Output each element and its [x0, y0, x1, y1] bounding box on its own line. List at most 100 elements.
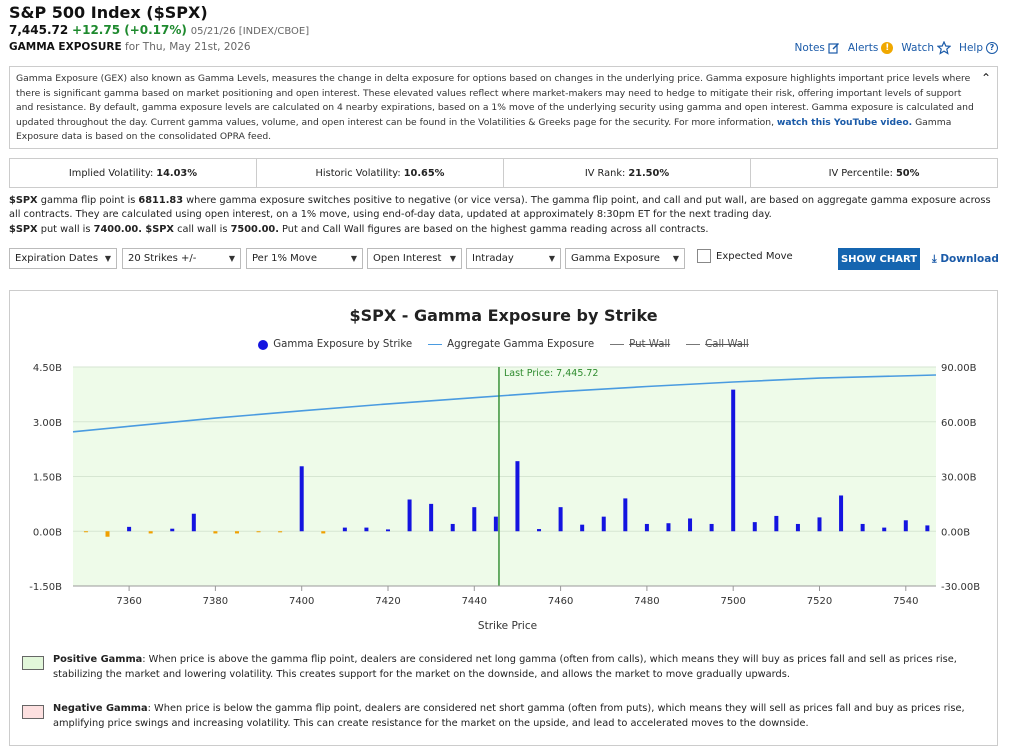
chart-legend: Gamma Exposure by Strike Aggregate Gamma… — [10, 339, 997, 350]
help-icon: ? — [986, 42, 998, 54]
expected-move-label: Expected Move — [716, 251, 793, 262]
gamma-bar — [170, 528, 175, 532]
stat-implied-volatility: Implied Volatility: 14.03% — [10, 159, 257, 187]
x-tick-label: 7400 — [289, 596, 314, 607]
x-axis-label: Strike Price — [478, 620, 537, 632]
x-tick-label: 7520 — [807, 596, 832, 607]
y-right-tick-label: -30.00B — [941, 582, 980, 593]
gamma-bar — [925, 525, 930, 532]
chevron-down-icon: ▼ — [449, 254, 456, 263]
y-right-tick-label: 0.00B — [941, 527, 970, 538]
chevron-down-icon: ▼ — [228, 254, 235, 263]
x-tick-label: 7500 — [720, 596, 745, 607]
interest-select[interactable]: Open Interest ▼ — [367, 248, 462, 269]
section-name: GAMMA EXPOSURE — [9, 41, 122, 53]
gamma-bar — [493, 516, 498, 532]
x-tick-label: 7480 — [634, 596, 659, 607]
edit-icon — [828, 43, 839, 54]
alerts-label: Alerts — [847, 42, 879, 54]
x-tick-label: 7440 — [462, 596, 487, 607]
period-select[interactable]: Intraday ▼ — [466, 248, 561, 269]
chevron-down-icon: ▼ — [350, 254, 357, 263]
legend-call-wall[interactable]: Call Wall — [686, 339, 749, 350]
last-price-label: Last Price: 7,445.72 — [504, 368, 599, 379]
stat-iv-percentile: IV Percentile: 50% — [828, 167, 920, 179]
gamma-bar — [407, 499, 412, 532]
gamma-bar — [558, 507, 563, 532]
gamma-bar — [601, 516, 606, 532]
strikes-select[interactable]: 20 Strikes +/- ▼ — [122, 248, 241, 269]
y-right-tick-label: 90.00B — [941, 363, 977, 374]
y-left-tick-label: 0.00B — [33, 527, 62, 538]
gamma-bar — [472, 507, 477, 532]
gamma-bar — [839, 495, 844, 532]
flip-point-paragraph: $SPX gamma flip point is 6811.83 where g… — [9, 195, 991, 221]
gamma-bar — [537, 529, 542, 532]
section-subtitle: GAMMA EXPOSURE for Thu, May 21st, 2026 — [9, 41, 251, 53]
gamma-bar — [752, 522, 757, 532]
metric-select[interactable]: Gamma Exposure ▼ — [565, 248, 685, 269]
x-tick-label: 7460 — [548, 596, 573, 607]
gamma-bar — [903, 520, 908, 532]
aggregate-gamma-line — [72, 374, 937, 433]
help-label: Help — [959, 42, 983, 54]
download-icon: ⤓ — [932, 253, 937, 265]
gamma-bar — [105, 531, 110, 537]
show-chart-button[interactable]: SHOW CHART — [838, 248, 920, 270]
gamma-bar — [234, 531, 239, 534]
youtube-link[interactable]: watch this YouTube video. — [776, 116, 913, 128]
gamma-bar — [515, 461, 520, 532]
star-icon — [937, 41, 952, 55]
gamma-bar — [127, 526, 132, 532]
x-tick-label: 7380 — [203, 596, 228, 607]
stat-historic-volatility: Historic Volatility: 10.65% — [257, 159, 504, 187]
gamma-bar — [299, 466, 304, 532]
gamma-bar — [148, 531, 153, 534]
move-select[interactable]: Per 1% Move ▼ — [246, 248, 363, 269]
chevron-up-icon[interactable]: ⌃ — [980, 71, 991, 85]
legend-aggregate[interactable]: Aggregate Gamma Exposure — [428, 339, 594, 350]
gamma-bar — [580, 524, 585, 532]
download-link[interactable]: ⤓ Download — [932, 253, 999, 265]
chevron-down-icon: ▼ — [548, 254, 555, 263]
y-left-tick-label: -1.50B — [29, 582, 62, 593]
positive-swatch — [22, 656, 44, 670]
help-link[interactable]: Help ? — [959, 42, 998, 54]
last-price: 7,445.72 — [9, 23, 69, 37]
y-right-tick-label: 60.00B — [941, 418, 977, 429]
alerts-link[interactable]: Alerts ! — [847, 42, 894, 54]
expiration-dates-dropdown[interactable]: Expiration Dates ▼ — [9, 248, 117, 269]
negative-gamma-note: Negative Gamma: When price is below the … — [9, 701, 998, 731]
x-tick-label: 7360 — [116, 596, 141, 607]
gamma-plot: 4.50B 90.00B 3.00B 60.00B 1.50B 30.00B 0.00B 0.… — [29, 363, 980, 632]
gamma-bar — [795, 523, 800, 532]
legend-gamma-by-strike[interactable]: Gamma Exposure by Strike — [258, 339, 412, 350]
stat-iv-rank: IV Rank: 21.50% — [504, 159, 751, 187]
header-links: Notes Alerts ! Watch Help ? — [795, 41, 998, 55]
gamma-bar — [817, 517, 822, 532]
gamma-bar — [731, 389, 736, 532]
y-right-tick-label: 30.00B — [941, 473, 977, 484]
gamma-bar — [774, 515, 779, 532]
legend-line-icon — [686, 344, 701, 345]
y-left-tick-label: 3.00B — [33, 418, 62, 429]
legend-line-icon — [428, 344, 443, 345]
legend-put-wall[interactable]: Put Wall — [610, 339, 670, 350]
page-title: S&P 500 Index ($SPX) — [9, 3, 208, 22]
gamma-bar — [364, 527, 369, 532]
gamma-bar — [213, 531, 218, 534]
chart-title: $SPX - Gamma Exposure by Strike — [349, 306, 658, 325]
gamma-bar — [644, 523, 649, 532]
alert-icon: ! — [881, 42, 894, 54]
watch-link[interactable]: Watch — [901, 41, 952, 55]
gamma-bar — [450, 523, 455, 532]
expected-move-checkbox[interactable] — [697, 249, 711, 263]
gamma-bar — [429, 503, 434, 532]
gamma-chart-panel: $SPX - Gamma Exposure by Strike Gamma Ex… — [9, 290, 998, 746]
price-line: 7,445.72 +12.75 (+0.17%) 05/21/26 [INDEX… — [9, 23, 309, 37]
notes-label: Notes — [794, 42, 825, 54]
notes-link[interactable]: Notes — [795, 42, 840, 54]
gamma-bar — [688, 518, 693, 532]
gamma-bar — [623, 498, 628, 532]
gamma-bar — [321, 531, 326, 534]
